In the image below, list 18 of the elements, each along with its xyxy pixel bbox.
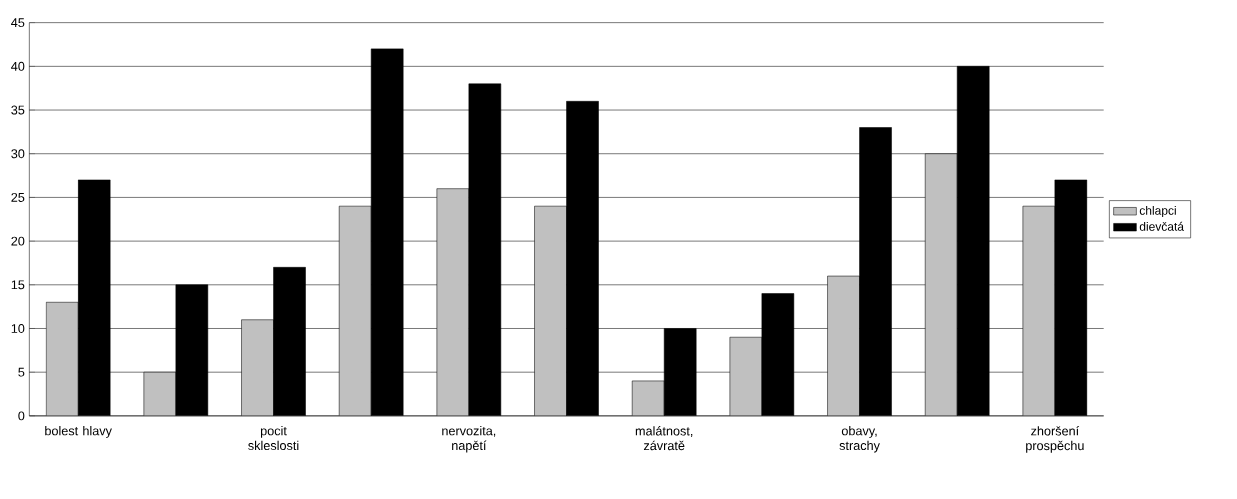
y-tick-label: 40 xyxy=(11,62,25,72)
x-tick-label: nervozita, napětí xyxy=(442,426,496,453)
legend-label: chlapci xyxy=(1139,206,1176,218)
x-tick-label: zhoršení prospěchu xyxy=(1026,426,1084,453)
y-tick-label: 20 xyxy=(11,236,25,246)
y-tick-label: 45 xyxy=(11,18,25,28)
legend-label: dievčatá xyxy=(1139,222,1184,232)
x-tick-label: pocit skleslosti xyxy=(248,426,299,451)
y-tick-label: 5 xyxy=(18,367,25,377)
y-tick-label: 35 xyxy=(11,105,25,115)
x-tick-label: malátnost, závratě xyxy=(635,426,693,451)
y-tick-label: 15 xyxy=(11,280,25,290)
y-tick-label: 30 xyxy=(11,149,25,159)
x-tick-label: obavy, strachy xyxy=(839,426,880,453)
y-tick-label: 0 xyxy=(18,411,25,421)
y-tick-label: 25 xyxy=(11,193,25,203)
x-tick-label: bolest hlavy xyxy=(45,426,112,439)
y-tick-label: 10 xyxy=(11,324,25,334)
